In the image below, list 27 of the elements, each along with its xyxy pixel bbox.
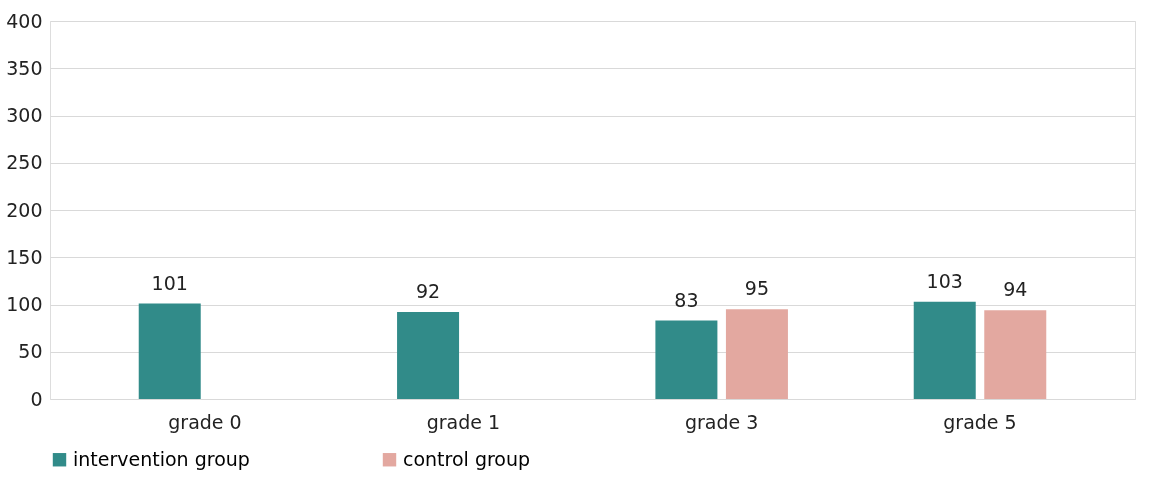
data-label: 92 [415, 280, 441, 303]
y-tick-label: 350 [6, 56, 43, 79]
x-tick-label: grade 5 [943, 410, 1017, 433]
bar [397, 312, 460, 399]
bar [913, 301, 976, 399]
x-tick-label: grade 0 [168, 410, 242, 433]
data-label: 83 [674, 288, 699, 311]
data-label: 94 [1003, 278, 1028, 301]
data-label: 95 [744, 277, 770, 300]
bar [725, 309, 788, 399]
y-tick-label: 250 [6, 151, 43, 174]
data-label: 101 [151, 271, 188, 294]
y-tick-label: 50 [18, 340, 43, 363]
bar [138, 303, 201, 399]
y-tick-label: 0 [30, 387, 43, 410]
data-label: 103 [926, 269, 963, 292]
y-tick-label: 150 [6, 245, 43, 268]
x-tick-label: grade 3 [684, 410, 759, 433]
bar [984, 310, 1047, 399]
legend-label: control group [403, 447, 531, 470]
x-tick-label: grade 1 [426, 410, 501, 433]
y-tick-label: 400 [6, 9, 43, 32]
y-tick-label: 300 [6, 104, 43, 126]
y-tick-label: 100 [6, 293, 43, 315]
bar [655, 320, 718, 399]
y-tick-label: 200 [6, 198, 43, 221]
legend-label: intervention group [73, 447, 250, 470]
